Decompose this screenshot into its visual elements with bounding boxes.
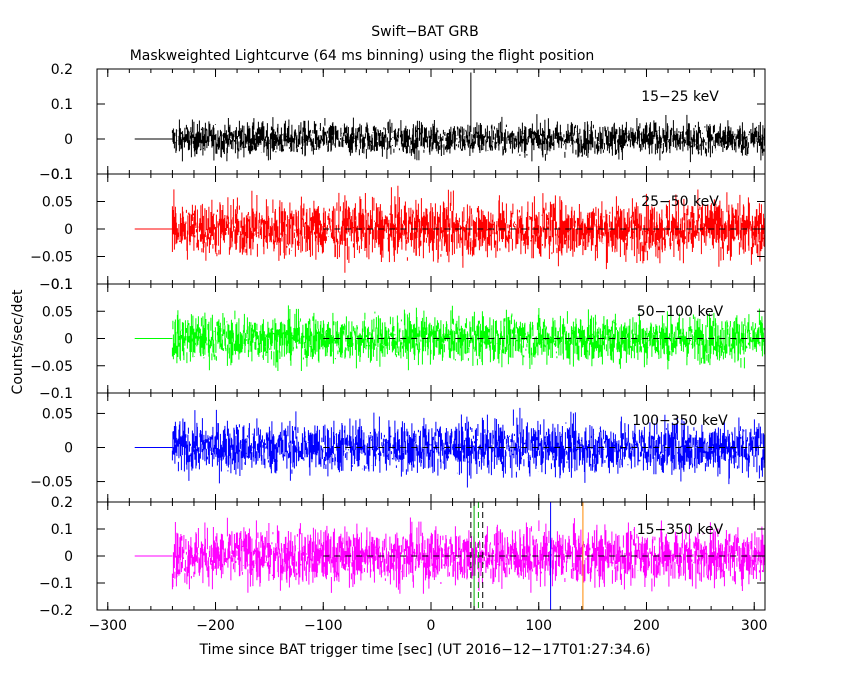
- series-1: [171, 185, 765, 273]
- y-tick-label-4-2: 0: [64, 549, 73, 565]
- series-4: [171, 517, 765, 594]
- band-label-2: 50−100 keV: [637, 304, 724, 320]
- y-tick-label-0-0: −0.1: [39, 167, 73, 183]
- x-tick-label-0: −300: [89, 618, 127, 634]
- series-0: [171, 114, 765, 163]
- panel-2: 50−100 keV −0.1 −0.05 0 0.05 0.1: [30, 277, 766, 402]
- y-tick-label-1-2: 0: [64, 222, 73, 238]
- panel-0: 15−25 keV −0.1 0 0.1 0.2: [39, 62, 766, 183]
- y-tick-label-3-1: 0: [64, 441, 73, 457]
- y-tick-label-1-1: −0.05: [30, 250, 73, 266]
- panel-frame-0: [96, 68, 766, 175]
- y-axis-label: Counts/sec/det: [10, 289, 26, 394]
- panel-1: 25−50 keV −0.1 −0.05 0 0.05 0.1: [30, 167, 766, 293]
- y-tick-label-2-2: 0: [64, 332, 73, 348]
- y-tick-label-0-3: 0.2: [51, 62, 73, 78]
- y-tick-label-2-0: −0.1: [39, 386, 73, 402]
- chart-title: Swift−BAT GRB: [371, 24, 478, 40]
- y-tick-label-1-3: 0.05: [42, 195, 73, 211]
- y-tick-label-2-1: −0.05: [30, 359, 73, 375]
- band-label-3: 100−350 keV: [632, 413, 728, 429]
- x-axis-label: Time since BAT trigger time [sec] (UT 20…: [198, 642, 650, 658]
- y-tick-label-4-4: 0.2: [51, 495, 73, 511]
- y-tick-label-1-4: 0.1: [51, 167, 73, 183]
- y-tick-label-4-1: −0.1: [39, 576, 73, 592]
- x-tick-label-3: 0: [427, 618, 436, 634]
- band-label-4: 15−350 keV: [637, 522, 724, 538]
- series-3: [171, 407, 765, 488]
- y-tick-label-2-4: 0.1: [51, 277, 73, 293]
- chart-subtitle: Maskweighted Lightcurve (64 ms binning) …: [130, 48, 595, 64]
- y-tick-label-3-2: 0.05: [42, 406, 73, 422]
- y-tick-label-4-3: 0.1: [51, 522, 73, 538]
- y-tick-label-3-0: −0.05: [30, 475, 73, 491]
- x-tick-label-4: 100: [525, 618, 552, 634]
- band-label-0: 15−25 keV: [641, 89, 719, 105]
- y-tick-label-1-0: −0.1: [39, 277, 73, 293]
- y-tick-label-4-0: −0.2: [39, 603, 73, 619]
- x-tick-label-1: −200: [196, 618, 234, 634]
- y-tick-label-2-3: 0.05: [42, 304, 73, 320]
- x-tick-label-6: 300: [741, 618, 768, 634]
- x-tick-label-5: 200: [633, 618, 660, 634]
- y-tick-label-0-1: 0: [64, 132, 73, 148]
- panel-4: 15−350 keV −0.2 −0.1 0 0.1 0.2: [39, 495, 766, 619]
- band-label-1: 25−50 keV: [641, 194, 719, 210]
- y-tick-label-0-2: 0.1: [51, 97, 73, 113]
- x-tick-label-2: −100: [304, 618, 342, 634]
- panel-3: 100−350 keV −0.05 0 0.05: [30, 392, 766, 503]
- panels-group: 15−25 keV −0.1 0 0.1 0.2 25−50 keV −0.1 −0.05 0 0…: [30, 62, 767, 634]
